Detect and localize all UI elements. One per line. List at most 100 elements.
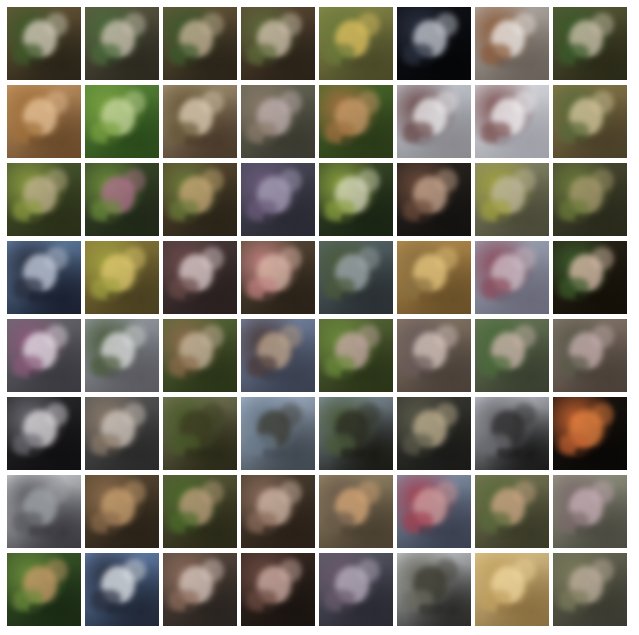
highlight-blob [357,169,379,192]
highlight-blob [279,91,301,114]
image-tile [85,475,159,548]
highlight-blob [591,91,613,114]
highlight-blob [357,91,379,114]
image-tile [553,241,627,314]
base-shadow [575,292,600,302]
highlight-blob [45,403,67,426]
image-tile [241,397,315,470]
highlight-blob [45,91,67,114]
highlight-blob [279,403,301,426]
base-shadow [185,58,210,68]
base-shadow [185,526,210,536]
highlight-blob [201,481,223,504]
image-tile [397,85,471,158]
highlight-blob [45,247,67,270]
image-tile [163,319,237,392]
base-shadow [497,292,522,302]
highlight-blob [591,247,613,270]
image-tile [319,241,393,314]
image-tile [241,553,315,626]
image-tile [319,163,393,236]
base-shadow [185,136,210,146]
base-shadow [263,604,288,614]
highlight-blob [513,13,535,36]
highlight-blob [123,403,145,426]
highlight-blob [45,325,67,348]
base-shadow [107,292,132,302]
highlight-blob [45,169,67,192]
base-shadow [29,604,54,614]
base-shadow [185,448,210,458]
base-shadow [263,136,288,146]
highlight-blob [279,559,301,582]
base-shadow [341,448,366,458]
base-shadow [29,136,54,146]
highlight-blob [357,559,379,582]
highlight-blob [591,403,613,426]
base-shadow [107,604,132,614]
highlight-blob [123,559,145,582]
image-tile [553,475,627,548]
image-tile [319,475,393,548]
base-shadow [497,526,522,536]
image-tile [163,475,237,548]
image-tile [7,241,81,314]
base-shadow [575,370,600,380]
image-tile [319,7,393,80]
highlight-blob [435,481,457,504]
highlight-blob [435,169,457,192]
base-shadow [497,604,522,614]
image-tile [7,319,81,392]
highlight-blob [591,559,613,582]
image-tile [241,85,315,158]
highlight-blob [45,559,67,582]
highlight-blob [513,169,535,192]
base-shadow [575,214,600,224]
base-shadow [419,136,444,146]
base-shadow [341,136,366,146]
highlight-blob [513,403,535,426]
base-shadow [263,58,288,68]
highlight-blob [201,13,223,36]
highlight-blob [591,169,613,192]
highlight-blob [201,91,223,114]
image-tile [241,319,315,392]
image-tile [85,85,159,158]
image-tile [475,475,549,548]
highlight-blob [435,403,457,426]
image-tile [7,85,81,158]
highlight-blob [513,247,535,270]
highlight-blob [201,169,223,192]
image-tile [7,397,81,470]
image-tile [475,397,549,470]
image-tile [85,163,159,236]
image-tile [241,7,315,80]
image-tile [163,163,237,236]
image-tile [475,241,549,314]
highlight-blob [513,325,535,348]
base-shadow [107,526,132,536]
image-tile [397,397,471,470]
image-tile [397,241,471,314]
highlight-blob [123,247,145,270]
base-shadow [107,136,132,146]
base-shadow [107,370,132,380]
highlight-blob [357,403,379,426]
image-tile [319,85,393,158]
highlight-blob [591,13,613,36]
image-tile [319,319,393,392]
highlight-blob [591,481,613,504]
highlight-blob [201,559,223,582]
highlight-blob [279,247,301,270]
base-shadow [341,214,366,224]
base-shadow [263,526,288,536]
highlight-blob [45,13,67,36]
image-tile [553,163,627,236]
highlight-blob [591,325,613,348]
image-tile [397,319,471,392]
image-tile [553,397,627,470]
base-shadow [497,448,522,458]
base-shadow [575,526,600,536]
image-tile [85,319,159,392]
base-shadow [341,370,366,380]
